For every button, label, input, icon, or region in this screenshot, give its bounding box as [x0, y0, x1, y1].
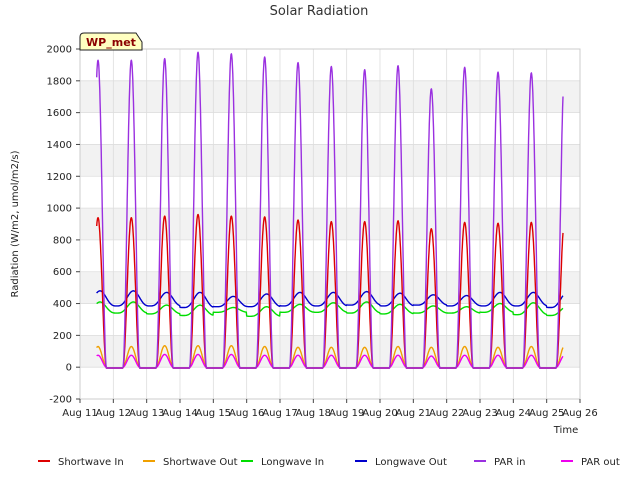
- y-tick-label: -200: [49, 395, 72, 406]
- series-layer: [79, 48, 581, 400]
- x-tick-label: Aug 17: [262, 408, 297, 419]
- y-tick-label: 2000: [47, 45, 72, 56]
- legend-label: Shortwave Out: [163, 457, 238, 468]
- y-tick-label: 1000: [47, 204, 72, 215]
- legend: Shortwave In Shortwave Out Longwave In Long…: [38, 457, 620, 468]
- y-tick-label: 800: [53, 235, 72, 246]
- x-tick-label: Aug 14: [162, 408, 197, 419]
- x-tick-label: Aug 26: [562, 408, 597, 419]
- y-tick-label: 0: [66, 363, 72, 374]
- x-tick-label: Aug 19: [329, 408, 364, 419]
- legend-label: PAR in: [494, 457, 525, 468]
- y-tick-label: 1600: [47, 108, 72, 119]
- grid-band: [80, 271, 580, 304]
- x-axis-title: Time: [553, 425, 578, 436]
- x-tick-label: Aug 20: [362, 408, 397, 419]
- y-tick-label: 200: [53, 331, 72, 342]
- legend-label: Longwave In: [261, 457, 324, 468]
- chart-title: Solar Radiation: [270, 4, 369, 19]
- grid-band: [80, 335, 580, 368]
- x-tick-label: Aug 25: [529, 408, 564, 419]
- grid-band: [80, 144, 580, 177]
- y-axis-title: Radiation (W/m2, umol/m2/s): [10, 150, 21, 297]
- x-tick-label: Aug 13: [129, 408, 164, 419]
- x-tick-label: Aug 21: [396, 408, 431, 419]
- x-tick-label: Aug 22: [429, 408, 464, 419]
- y-tick-label: 400: [53, 299, 72, 310]
- x-tick-label: Aug 12: [96, 408, 131, 419]
- x-tick-label: Aug 15: [196, 408, 231, 419]
- x-tick-label: Aug 23: [462, 408, 497, 419]
- y-tick-label: 600: [53, 267, 72, 278]
- x-tick-label: Aug 16: [229, 408, 264, 419]
- y-tick-label: 1400: [47, 140, 72, 151]
- site-badge: WP_met: [79, 32, 143, 51]
- legend-label: PAR out: [581, 457, 620, 468]
- site-badge-label: WP_met: [86, 36, 136, 49]
- y-tick-label: 1800: [47, 76, 72, 87]
- y-axis: -200 0 200 400 600 800 1000 1200 1400 1600 1800 200…: [47, 45, 80, 406]
- legend-label: Longwave Out: [375, 457, 447, 468]
- x-tick-label: Aug 24: [496, 408, 531, 419]
- y-tick-label: 1200: [47, 172, 72, 183]
- series-line-longwave-out: [96, 290, 564, 309]
- legend-label: Shortwave In: [58, 457, 124, 468]
- x-tick-label: Aug 18: [296, 408, 331, 419]
- plot-frame: [79, 48, 581, 400]
- x-tick-label: Aug 11: [62, 408, 97, 419]
- series-line-par-in: [96, 51, 564, 369]
- series-line-longwave-in: [96, 301, 564, 317]
